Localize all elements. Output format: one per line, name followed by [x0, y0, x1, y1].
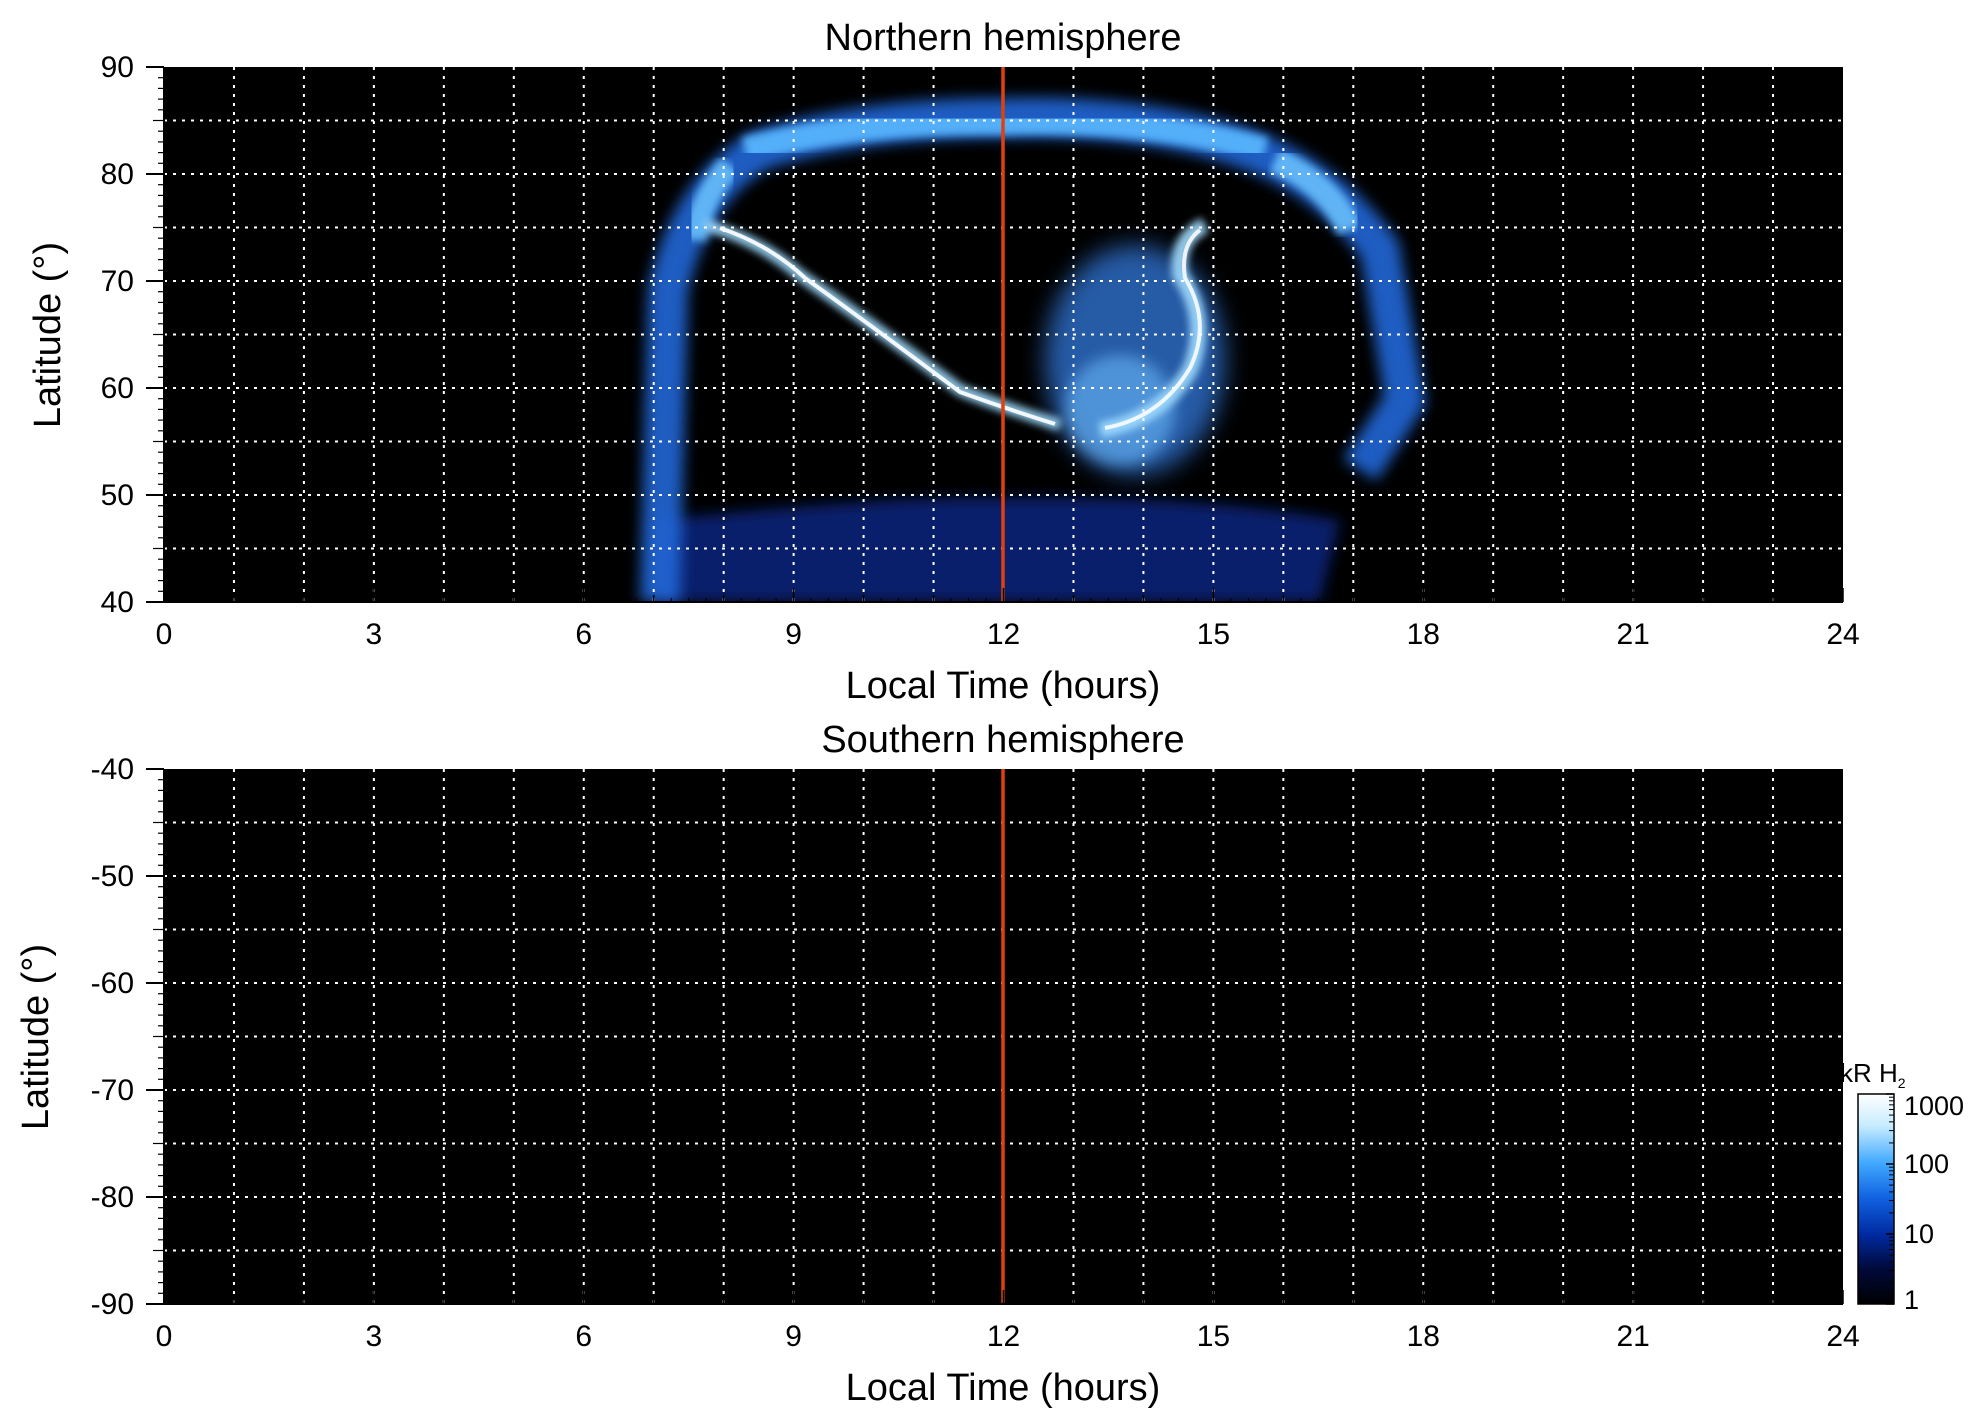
south-ylabel: Latitude (°) — [15, 944, 57, 1130]
colorbar-tick-label: 100 — [1904, 1149, 1949, 1179]
panel-north: Northern hemisphere 0 3 6 9 12 15 18 21 24 40 50 60… — [27, 17, 1860, 707]
colorbar-tick-label: 1000 — [1904, 1091, 1964, 1121]
north-y-tick-label: 50 — [101, 479, 134, 512]
south-x-tick-label: 24 — [1826, 1320, 1859, 1353]
colorbar-label: kR H2 — [1840, 1058, 1906, 1091]
north-oval-dusk — [1269, 148, 1362, 236]
panel-south: Southern hemisphere 0 3 6 9 12 15 18 21 24 -40 -50… — [15, 719, 1860, 1409]
north-oval-dawn — [683, 157, 740, 242]
north-y-tick-label: 70 — [101, 265, 134, 298]
south-x-tick-label: 15 — [1197, 1320, 1230, 1353]
south-y-tick-label: -60 — [91, 967, 134, 1000]
north-bright-spiral-core — [1104, 228, 1202, 430]
north-y-tick-label: 60 — [101, 372, 134, 405]
north-x-tick-label: 15 — [1197, 618, 1230, 651]
south-axes: 0 3 6 9 12 15 18 21 24 -40 -50 -60 -70 -80 -90 — [91, 753, 1860, 1353]
north-y-tick-label: 80 — [101, 158, 134, 191]
south-x-tick-label: 6 — [575, 1320, 592, 1353]
north-x-tick-label: 0 — [156, 618, 173, 651]
north-x-tick-label: 6 — [575, 618, 592, 651]
south-y-tick-label: -70 — [91, 1074, 134, 1107]
colorbar-gradient — [1857, 1093, 1895, 1305]
south-xlabel: Local Time (hours) — [846, 1367, 1161, 1409]
south-y-tick-label: -80 — [91, 1181, 134, 1214]
north-x-tick-label: 12 — [987, 618, 1020, 651]
north-x-tick-label: 21 — [1616, 618, 1649, 651]
north-x-tick-label: 9 — [785, 618, 802, 651]
colorbar-tick-label: 1 — [1904, 1285, 1919, 1315]
north-x-tick-label: 18 — [1407, 618, 1440, 651]
colorbar-ticks: 1 10 100 1000 — [1886, 1091, 1964, 1315]
south-title: Southern hemisphere — [821, 719, 1184, 761]
north-xlabel: Local Time (hours) — [846, 665, 1161, 707]
south-y-tick-label: -50 — [91, 860, 134, 893]
north-y-tick-label: 90 — [101, 51, 134, 84]
south-y-tick-label: -40 — [91, 753, 134, 786]
north-diffuse-core — [1065, 355, 1175, 465]
colorbar-tick-label: 10 — [1904, 1219, 1934, 1249]
south-x-tick-label: 18 — [1407, 1320, 1440, 1353]
south-x-tick-label: 12 — [987, 1320, 1020, 1353]
south-y-tick-label: -90 — [91, 1288, 134, 1321]
north-x-tick-label: 24 — [1826, 618, 1859, 651]
north-noise-floor — [655, 497, 1340, 602]
south-x-tick-label: 21 — [1616, 1320, 1649, 1353]
colorbar: kR H2 1 10 100 1000 — [1840, 1058, 1964, 1315]
south-x-tick-label: 0 — [156, 1320, 173, 1353]
north-x-tick-label: 3 — [366, 618, 383, 651]
north-axes: 0 3 6 9 12 15 18 21 24 40 50 60 70 80 90 — [101, 51, 1860, 651]
north-ylabel: Latitude (°) — [27, 242, 69, 428]
north-title: Northern hemisphere — [825, 17, 1182, 59]
south-x-tick-label: 9 — [785, 1320, 802, 1353]
south-x-tick-label: 3 — [366, 1320, 383, 1353]
north-y-tick-label: 40 — [101, 586, 134, 619]
